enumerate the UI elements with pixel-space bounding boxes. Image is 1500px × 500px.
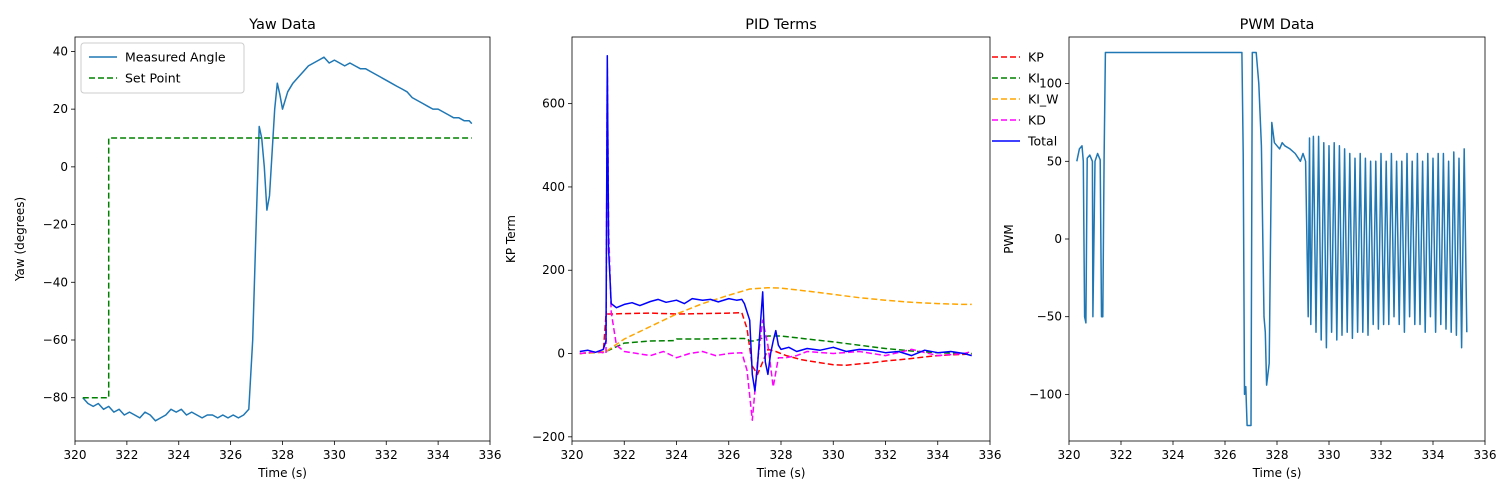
series-line-ki-w: [579, 286, 972, 355]
x-tick-label: 320: [1058, 448, 1081, 462]
y-tick-label: −200: [532, 430, 565, 444]
series-line-measured-angle: [82, 56, 473, 422]
x-tick-label: 328: [271, 448, 294, 462]
legend-label: KI_W: [1028, 92, 1059, 107]
series-line-ki: [579, 335, 972, 355]
plot-area: [579, 54, 972, 421]
y-tick-label: −100: [1029, 387, 1062, 401]
legend-label: Set Point: [125, 71, 181, 86]
y-tick-label: −60: [43, 333, 68, 347]
legend-label: Total: [1027, 134, 1057, 149]
y-tick-label: 200: [542, 263, 565, 277]
x-tick-label: 330: [822, 448, 845, 462]
y-tick-label: 400: [542, 180, 565, 194]
series-line-total: [579, 54, 972, 392]
x-tick-label: 328: [770, 448, 793, 462]
x-tick-label: 326: [219, 448, 242, 462]
legend-label: KP: [1028, 50, 1044, 65]
axes-frame: [74, 36, 491, 442]
chart-yaw-data: 320 322 324 326 328 330 332 334 336 −80 −60 −40 −20 0…: [13, 17, 501, 480]
y-tick-label: 100: [1039, 77, 1062, 91]
axes-frame: [1068, 36, 1486, 442]
x-tick-label: 336: [1474, 448, 1497, 462]
x-tick-label: 320: [64, 448, 87, 462]
x-tick-label: 324: [1162, 448, 1185, 462]
x-tick-label: 328: [1266, 448, 1289, 462]
y-tick-label: −80: [43, 391, 68, 405]
chart-pid-terms: 320 322 324 326 328 330 332 334 336 −200 0 200 400 60…: [504, 17, 1059, 480]
plot-area: [1076, 51, 1468, 427]
y-axis-label: PWM: [1002, 224, 1016, 253]
y-tick-label: 600: [542, 97, 565, 111]
x-tick-label: 332: [375, 448, 398, 462]
series-line-kd: [579, 65, 972, 421]
chart-title: PID Terms: [745, 17, 817, 33]
y-tick-label: 20: [53, 102, 68, 116]
x-tick-label: 330: [1318, 448, 1341, 462]
axes-frame: [571, 36, 991, 442]
x-tick-label: 322: [1110, 448, 1133, 462]
legend: Measured Angle Set Point: [80, 42, 245, 94]
series-line-kp: [579, 311, 972, 376]
x-tick-label: 332: [1370, 448, 1393, 462]
y-tick-label: 0: [557, 347, 565, 361]
y-axis-label: Yaw (degrees): [13, 197, 27, 282]
x-tick-label: 330: [323, 448, 346, 462]
y-tick-label: 0: [1054, 232, 1062, 246]
x-axis-label: Time (s): [756, 466, 806, 480]
legend-box: [80, 42, 245, 94]
chart-title: Yaw Data: [248, 17, 316, 33]
x-tick-label: 334: [427, 448, 450, 462]
legend: KP KI KI_W KD Total: [992, 50, 1059, 149]
y-tick-label: −20: [43, 218, 68, 232]
y-tick-label: 40: [53, 44, 68, 58]
y-axis-label: KP Term: [504, 215, 518, 263]
x-tick-label: 322: [613, 448, 636, 462]
legend-label: KI: [1028, 71, 1040, 86]
x-tick-label: 320: [561, 448, 584, 462]
x-axis-label: Time (s): [257, 466, 307, 480]
y-tick-label: 0: [60, 160, 68, 174]
x-tick-label: 326: [1214, 448, 1237, 462]
legend-label: Measured Angle: [125, 50, 226, 65]
y-tick-label: −50: [1037, 310, 1062, 324]
series-line-0: [1076, 51, 1468, 427]
x-tick-label: 324: [665, 448, 688, 462]
x-tick-label: 324: [167, 448, 190, 462]
x-axis-label: Time (s): [1252, 466, 1302, 480]
y-tick-label: −40: [43, 275, 68, 289]
x-tick-label: 334: [926, 448, 949, 462]
x-tick-label: 326: [717, 448, 740, 462]
x-tick-label: 322: [115, 448, 138, 462]
x-tick-label: 332: [874, 448, 897, 462]
series-line-set-point: [82, 137, 472, 399]
legend-label: KD: [1028, 113, 1046, 128]
x-tick-label: 336: [479, 448, 502, 462]
chart-pwm-data: 320 322 324 326 328 330 332 334 336 −100 −50 0 50 100…: [1002, 17, 1496, 480]
x-tick-label: 336: [979, 448, 1002, 462]
plot-area: [82, 56, 473, 422]
x-tick-label: 334: [1422, 448, 1445, 462]
chart-title: PWM Data: [1240, 17, 1315, 33]
y-tick-label: 50: [1047, 154, 1062, 168]
